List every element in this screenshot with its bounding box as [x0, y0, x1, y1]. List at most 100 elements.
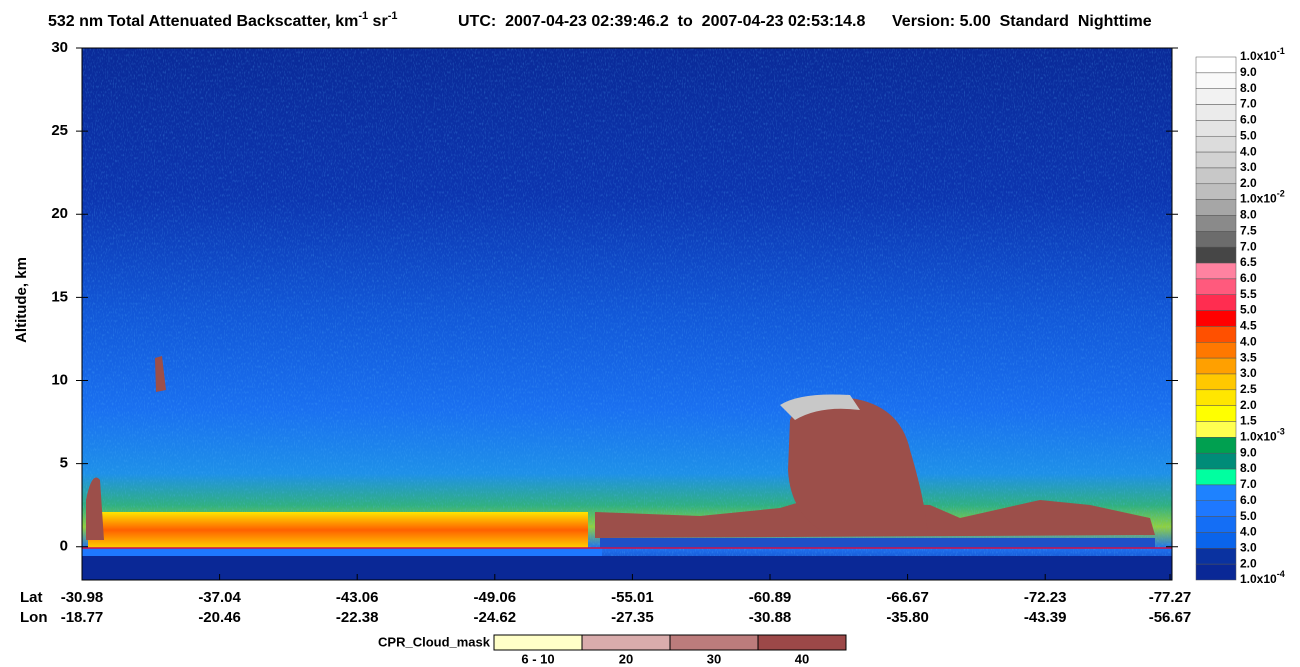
utc-range: UTC: 2007-04-23 02:39:46.2 to 2007-04-23…: [458, 13, 865, 30]
chart-title: 532 nm Total Attenuated Backscatter, km-…: [48, 10, 397, 30]
lon-tick-label: -18.77: [61, 609, 104, 626]
title-sup: -1: [388, 10, 398, 22]
colorbar-cell: [1195, 310, 1237, 327]
colorbar-cell: [1195, 468, 1237, 486]
colorbar-label: 4.0: [1240, 334, 1257, 348]
colorbar-label: 7.0: [1240, 97, 1257, 111]
lon-tick-label: -35.80: [886, 609, 929, 626]
colorbar-label: 2.0: [1240, 556, 1257, 570]
colorbar-cell: [1195, 278, 1237, 295]
lon-tick-label: -24.62: [474, 609, 517, 626]
colorbar-label: 3.0: [1240, 366, 1257, 380]
colorbar-label: 6.5: [1240, 255, 1257, 269]
colorbar-cell: [1195, 183, 1237, 200]
backscatter-field: [81, 47, 1173, 581]
lat-label: Lat: [20, 589, 43, 606]
colorbar-cell: [1195, 104, 1237, 121]
lat-tick-label: -72.23: [1024, 589, 1067, 606]
colorbar-cell: [1195, 563, 1237, 581]
colorbar-cell: [1195, 326, 1237, 343]
colorbar-cell: [1195, 88, 1237, 105]
colorbar-cell: [1195, 516, 1237, 533]
colorbar-label-base: 1.0x10: [1240, 192, 1277, 206]
colorbar-label: 2.5: [1240, 382, 1257, 396]
cloud-mask-cell: [757, 634, 847, 651]
colorbar-cell: [1195, 421, 1237, 438]
lat-tick-label: -55.01: [611, 589, 654, 606]
colorbar-cell: [1195, 167, 1237, 185]
y-tick-label: 15: [51, 288, 68, 305]
colorbar-label-exp: -2: [1277, 189, 1285, 199]
colorbar-label: 7.0: [1240, 477, 1257, 491]
lon-tick-label: -30.88: [749, 609, 792, 626]
cloud-mask-label: 30: [707, 651, 721, 666]
y-tick-label: 20: [51, 205, 68, 222]
colorbar-label: 1.0x10-3: [1240, 427, 1285, 444]
y-tick-label: 25: [51, 122, 68, 139]
colorbar-label: 7.0: [1240, 239, 1257, 253]
colorbar-cell: [1195, 342, 1237, 359]
colorbar-label: 4.0: [1240, 144, 1257, 158]
colorbar-label: 5.0: [1240, 509, 1257, 523]
colorbar-label-base: 1.0x10: [1240, 49, 1277, 63]
colorbar-label: 1.0x10-1: [1240, 46, 1285, 63]
cloud-mask-label: 20: [619, 651, 633, 666]
colorbar-label: 5.0: [1240, 303, 1257, 317]
colorbar-label: 7.5: [1240, 224, 1257, 238]
y-tick-label: 30: [51, 39, 68, 56]
colorbar-cell: [1195, 215, 1237, 232]
cloud-mask-label: 40: [795, 651, 809, 666]
colorbar-cell: [1195, 120, 1237, 137]
title-sup: -1: [358, 10, 368, 22]
lat-tick-label: -37.04: [198, 589, 241, 606]
cloud-mask-label: 6 - 10: [521, 651, 554, 666]
colorbar-label: 3.0: [1240, 540, 1257, 554]
colorbar-cell: [1195, 246, 1237, 264]
colorbar-label-exp: -3: [1277, 427, 1285, 437]
colorbar-cell: [1195, 405, 1237, 422]
colorbar-cell: [1195, 532, 1237, 549]
colorbar-cell: [1195, 56, 1237, 74]
colorbar-cell: [1195, 452, 1237, 470]
y-tick-label: 0: [60, 538, 68, 555]
colorbar-cell: [1195, 262, 1237, 280]
colorbar-label: 9.0: [1240, 65, 1257, 79]
title-mid: sr: [368, 13, 388, 30]
y-axis-label: Altitude, km: [13, 257, 30, 343]
colorbar-cell: [1195, 357, 1237, 375]
colorbar-label: 1.0x10-2: [1240, 189, 1285, 206]
cloud-mask-cell: [669, 634, 759, 651]
colorbar-label-base: 1.0x10: [1240, 430, 1277, 444]
lon-tick-label: -43.39: [1024, 609, 1067, 626]
colorbar-cell: [1195, 484, 1237, 502]
colorbar-label: 6.0: [1240, 113, 1257, 127]
colorbar-cell: [1195, 151, 1237, 169]
colorbar-cell: [1195, 500, 1237, 517]
colorbar-label: 8.0: [1240, 81, 1257, 95]
colorbar-label: 6.0: [1240, 271, 1257, 285]
colorbar-label-exp: -4: [1277, 569, 1285, 579]
colorbar-cell: [1195, 373, 1237, 391]
lat-tick-label: -43.06: [336, 589, 379, 606]
colorbar-label: 4.5: [1240, 319, 1257, 333]
colorbar-label: 3.0: [1240, 160, 1257, 174]
colorbar-label-base: 1.0x10: [1240, 572, 1277, 586]
colorbar-label: 4.0: [1240, 525, 1257, 539]
colorbar-cell: [1195, 231, 1237, 248]
colorbar-label: 5.5: [1240, 287, 1257, 301]
colorbar-cell: [1195, 72, 1237, 89]
lat-tick-label: -49.06: [474, 589, 517, 606]
colorbar-label: 2.0: [1240, 176, 1257, 190]
lon-label: Lon: [20, 609, 48, 626]
colorbar-label: 1.5: [1240, 414, 1257, 428]
colorbar-cell: [1195, 199, 1237, 216]
cloud-mask-cell: [493, 634, 583, 651]
lat-tick-label: -60.89: [749, 589, 792, 606]
y-tick-label: 10: [51, 371, 68, 388]
colorbar-cell: [1195, 437, 1237, 454]
lat-tick-label: -77.27: [1149, 589, 1192, 606]
lat-tick-label: -30.98: [61, 589, 104, 606]
lon-tick-label: -27.35: [611, 609, 654, 626]
cloud-mask-cell: [581, 634, 671, 651]
